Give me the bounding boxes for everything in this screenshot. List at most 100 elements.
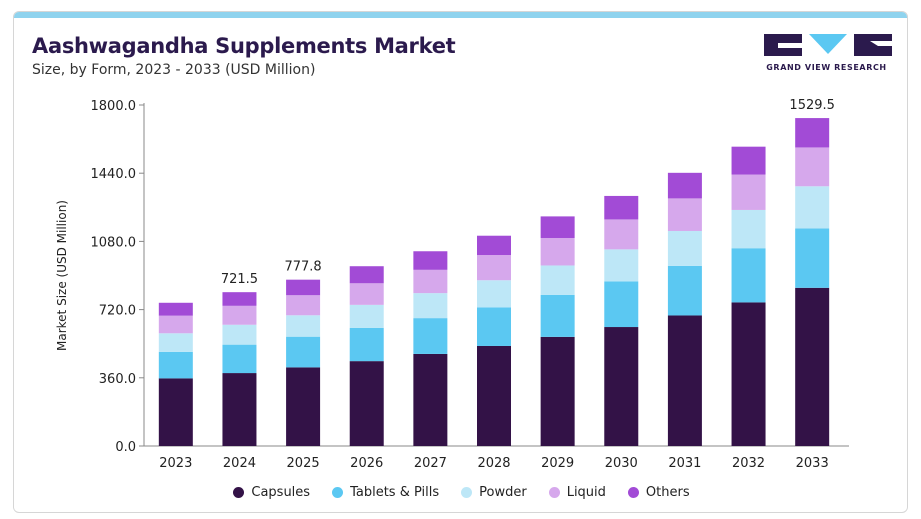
bar-capsules-2025 bbox=[286, 367, 321, 446]
bar-tablets-pills-2028 bbox=[477, 307, 511, 346]
legend-swatch bbox=[548, 486, 560, 498]
legend-item: Others bbox=[627, 484, 690, 500]
grand-view-research-logo bbox=[764, 34, 892, 56]
bar-tablets-pills-2027 bbox=[413, 318, 448, 354]
y-tick-label: 720.0 bbox=[99, 304, 136, 319]
logo-right-block-cut bbox=[870, 41, 892, 46]
bar-liquid-2028 bbox=[477, 255, 511, 281]
bar-tablets-pills-2030 bbox=[604, 281, 639, 328]
bar-liquid-2032 bbox=[731, 174, 766, 210]
legend-swatch bbox=[332, 486, 344, 498]
bar-liquid-2027 bbox=[413, 269, 448, 294]
bar-others-2028 bbox=[477, 235, 511, 256]
bar-capsules-2031 bbox=[667, 315, 702, 446]
bar-capsules-2026 bbox=[349, 361, 384, 446]
bar-tablets-pills-2023 bbox=[158, 351, 193, 379]
x-tick-label: 2028 bbox=[477, 456, 510, 471]
chart-subtitle: Size, by Form, 2023 - 2033 (USD Million) bbox=[32, 62, 316, 78]
bar-liquid-2033 bbox=[795, 147, 830, 187]
legend-label: Others bbox=[645, 484, 690, 500]
x-tick-label: 2032 bbox=[732, 456, 765, 471]
bar-tablets-pills-2024 bbox=[222, 344, 257, 374]
y-tick-label: 0.0 bbox=[115, 440, 136, 455]
bar-liquid-2029 bbox=[540, 237, 575, 266]
bar-powder-2027 bbox=[413, 293, 448, 319]
legend-item: Tablets & Pills bbox=[332, 485, 439, 500]
bar-powder-2028 bbox=[477, 280, 511, 308]
bar-tablets-pills-2032 bbox=[731, 248, 766, 303]
bar-powder-2026 bbox=[349, 304, 384, 328]
bar-total-label: 777.8 bbox=[284, 260, 321, 275]
x-tick-label: 2025 bbox=[287, 456, 320, 471]
bar-tablets-pills-2025 bbox=[286, 336, 321, 368]
bar-tablets-pills-2031 bbox=[667, 265, 702, 316]
x-tick-label: 2026 bbox=[350, 456, 383, 471]
legend-label: Liquid bbox=[566, 484, 606, 500]
logo-center-triangle bbox=[809, 34, 847, 54]
bar-others-2032 bbox=[731, 146, 766, 175]
bar-capsules-2033 bbox=[795, 287, 830, 446]
bar-tablets-pills-2026 bbox=[349, 327, 384, 362]
bar-others-2025 bbox=[286, 279, 321, 296]
bar-capsules-2024 bbox=[222, 373, 257, 446]
x-tick-label: 2029 bbox=[541, 456, 574, 471]
bar-capsules-2029 bbox=[540, 336, 575, 446]
bar-liquid-2031 bbox=[667, 198, 702, 231]
bar-capsules-2028 bbox=[477, 345, 511, 446]
bar-powder-2024 bbox=[222, 324, 257, 345]
bar-powder-2031 bbox=[667, 230, 702, 266]
y-tick-label: 360.0 bbox=[99, 372, 136, 387]
legend-swatch bbox=[461, 486, 473, 498]
x-tick-label: 2033 bbox=[796, 456, 829, 471]
bar-capsules-2027 bbox=[413, 353, 448, 446]
legend-item: Liquid bbox=[548, 484, 606, 500]
legend-item: Capsules bbox=[233, 485, 310, 500]
bar-powder-2030 bbox=[604, 249, 639, 282]
bar-others-2026 bbox=[349, 266, 384, 284]
x-tick-label: 2023 bbox=[159, 456, 192, 471]
bar-liquid-2030 bbox=[604, 219, 639, 250]
logo-right-block bbox=[854, 34, 892, 56]
bar-powder-2025 bbox=[286, 315, 321, 337]
bar-others-2027 bbox=[413, 251, 448, 270]
x-tick-label: 2030 bbox=[605, 456, 638, 471]
bar-tablets-pills-2033 bbox=[795, 228, 830, 288]
legend-swatch bbox=[627, 486, 639, 498]
stacked-bar-chart: 0.0 360.0 720.0 1080.0 1440.0 1800.0 Market Si… bbox=[55, 98, 849, 471]
bar-others-2030 bbox=[604, 195, 639, 220]
bar-liquid-2026 bbox=[349, 283, 384, 305]
bar-powder-2032 bbox=[731, 209, 766, 249]
chart-card: Aashwagandha Supplements Market Size, by… bbox=[13, 11, 908, 513]
legend-label: Capsules bbox=[251, 484, 311, 500]
y-tick-label: 1440.0 bbox=[91, 167, 137, 182]
bar-others-2023 bbox=[158, 302, 193, 316]
bar-others-2024 bbox=[222, 292, 257, 306]
bar-powder-2033 bbox=[795, 186, 830, 229]
legend-item: Powder bbox=[461, 485, 527, 500]
bar-others-2029 bbox=[540, 216, 575, 238]
legend-label: Powder bbox=[479, 484, 527, 500]
bar-liquid-2025 bbox=[286, 295, 321, 316]
accent-bar bbox=[14, 12, 907, 18]
bar-capsules-2032 bbox=[731, 302, 766, 446]
bar-total-label: 721.5 bbox=[221, 272, 258, 287]
bar-powder-2023 bbox=[158, 333, 193, 352]
bar-others-2033 bbox=[795, 118, 830, 148]
logo-left-block-notch bbox=[778, 43, 802, 48]
x-tick-label: 2031 bbox=[668, 456, 701, 471]
bar-powder-2029 bbox=[540, 265, 575, 295]
bar-capsules-2023 bbox=[158, 378, 193, 446]
logo-text: GRAND VIEW RESEARCH bbox=[766, 63, 887, 72]
x-tick-label: 2027 bbox=[414, 456, 447, 471]
bar-liquid-2023 bbox=[158, 315, 193, 334]
bar-tablets-pills-2029 bbox=[540, 294, 575, 337]
y-tick-label: 1800.0 bbox=[91, 99, 137, 114]
x-tick-label: 2024 bbox=[223, 456, 256, 471]
bar-others-2031 bbox=[667, 172, 702, 199]
chart-legend: Capsules Tablets & Pills Powder Liquid Other… bbox=[14, 482, 907, 502]
y-axis-title: Market Size (USD Million) bbox=[55, 200, 69, 351]
legend-swatch bbox=[233, 486, 245, 498]
bar-capsules-2030 bbox=[604, 327, 639, 446]
chart-title: Aashwagandha Supplements Market bbox=[32, 34, 456, 58]
bar-liquid-2024 bbox=[222, 305, 257, 325]
